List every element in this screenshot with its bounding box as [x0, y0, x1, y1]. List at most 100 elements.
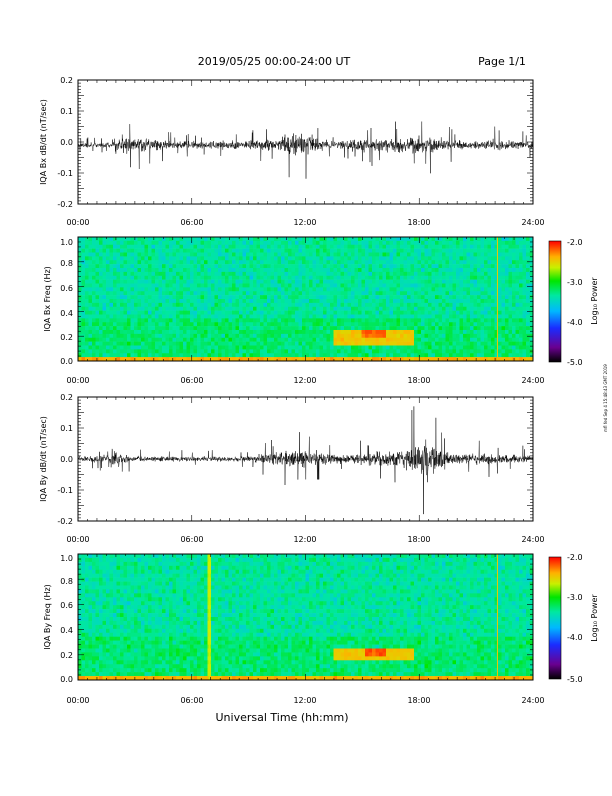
spectrogram-cell [330, 349, 334, 353]
spectrogram-cell [222, 353, 226, 357]
spectrogram-cell [327, 245, 331, 249]
spectrogram-cell [180, 260, 184, 264]
spectrogram-cell [467, 353, 471, 357]
spectrogram-cell [302, 295, 306, 299]
spectrogram-cell [271, 253, 275, 257]
spectrogram-cell [89, 558, 93, 562]
spectrogram-cell [173, 334, 177, 338]
spectrogram-cell [131, 342, 135, 346]
spectrogram-cell [516, 256, 520, 260]
spectrogram-cell [78, 554, 82, 558]
spectrogram-cell [376, 334, 380, 338]
spectrogram-cell [509, 237, 513, 241]
spectrogram-cell [432, 307, 436, 311]
spectrogram-cell [383, 353, 387, 357]
spectrogram-cell [162, 303, 166, 307]
spectrogram-cell [169, 303, 173, 307]
spectrogram-cell [491, 260, 495, 264]
spectrogram-cell [162, 334, 166, 338]
spectrogram-cell [323, 346, 327, 350]
spectrogram-cell [351, 330, 355, 334]
spectrogram-cell [330, 237, 334, 241]
spectrogram-cell [253, 338, 257, 342]
bx-spectrogram-ytick-3: 0.6 [60, 284, 73, 293]
spectrogram-cell [85, 287, 89, 291]
spectrogram-cell [222, 249, 226, 253]
spectrogram-cell [141, 284, 145, 288]
spectrogram-cell [393, 272, 397, 276]
spectrogram-cell [526, 299, 530, 303]
spectrogram-cell [197, 295, 201, 299]
spectrogram-cell [421, 276, 425, 280]
spectrogram-cell [505, 353, 509, 357]
spectrogram-cell [145, 558, 149, 562]
spectrogram-cell [516, 303, 520, 307]
spectrogram-cell [484, 256, 488, 260]
spectrogram-cell [306, 554, 310, 558]
spectrogram-cell [446, 326, 450, 330]
spectrogram-cell [92, 284, 96, 288]
spectrogram-cell [138, 272, 142, 276]
spectrogram-cell [204, 241, 208, 245]
spectrogram-cell [488, 291, 492, 295]
spectrogram-cell [372, 322, 376, 326]
spectrogram-cell [183, 260, 187, 264]
spectrogram-cell [295, 291, 299, 295]
spectrogram-cell [400, 276, 404, 280]
spectrogram-cell [120, 554, 124, 558]
spectrogram-cell [439, 554, 443, 558]
spectrogram-cell [250, 330, 254, 334]
spectrogram-cell [449, 311, 453, 315]
spectrogram-cell [204, 280, 208, 284]
spectrogram-cell [131, 237, 135, 241]
spectrogram-cell [299, 260, 303, 264]
spectrogram-cell [491, 241, 495, 245]
spectrogram-cell [456, 554, 460, 558]
spectrogram-cell [197, 303, 201, 307]
spectrogram-cell [498, 237, 502, 241]
spectrogram-cell [148, 322, 152, 326]
spectrogram-cell [197, 346, 201, 350]
spectrogram-cell [197, 353, 201, 357]
spectrogram-cell [285, 276, 289, 280]
spectrogram-cell [467, 268, 471, 272]
spectrogram-cell [302, 256, 306, 260]
spectrogram-cell [295, 241, 299, 245]
spectrogram-cell [120, 315, 124, 319]
spectrogram-cell [306, 264, 310, 268]
spectrogram-cell [334, 558, 338, 562]
spectrogram-cell [92, 237, 96, 241]
spectrogram-cell [117, 245, 121, 249]
spectrogram-cell [152, 284, 156, 288]
spectrogram-cell [414, 311, 418, 315]
spectrogram-cell [491, 287, 495, 291]
spectrogram-cell [393, 315, 397, 319]
spectrogram-cell [229, 272, 233, 276]
spectrogram-cell [330, 249, 334, 253]
spectrogram-cell [274, 353, 278, 357]
spectrogram-cell [92, 253, 96, 257]
spectrogram-cell [481, 318, 485, 322]
spectrogram-cell [173, 249, 177, 253]
spectrogram-cell [435, 334, 439, 338]
spectrogram-cell [390, 287, 394, 291]
spectrogram-cell [523, 272, 527, 276]
spectrogram-cell [82, 287, 86, 291]
spectrogram-cell [288, 558, 292, 562]
spectrogram-cell [313, 558, 317, 562]
spectrogram-cell [166, 291, 170, 295]
spectrogram-cell [250, 291, 254, 295]
by-dbdt-xtick-2: 06:00 [180, 535, 203, 544]
spectrogram-cell [323, 276, 327, 280]
spectrogram-cell [407, 280, 411, 284]
spectrogram-cell [208, 349, 212, 353]
spectrogram-cell [330, 554, 334, 558]
spectrogram-cell [313, 311, 317, 315]
spectrogram-cell [120, 353, 124, 357]
spectrogram-cell [82, 554, 86, 558]
spectrogram-cell [180, 330, 184, 334]
spectrogram-cell [257, 307, 261, 311]
spectrogram-cell [201, 280, 205, 284]
spectrogram-cell [166, 299, 170, 303]
spectrogram-cell [344, 558, 348, 562]
